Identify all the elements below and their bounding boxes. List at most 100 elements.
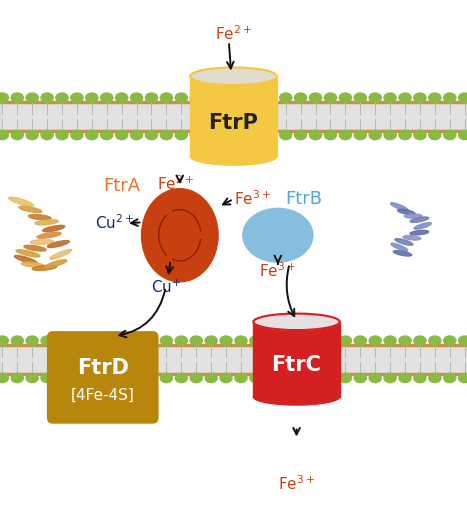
Ellipse shape xyxy=(410,231,429,235)
Bar xyxy=(0,345,467,374)
Ellipse shape xyxy=(310,93,322,102)
Text: FtrD: FtrD xyxy=(77,358,129,378)
Ellipse shape xyxy=(175,373,187,383)
Ellipse shape xyxy=(399,336,411,345)
Text: Cu$^{+}$: Cu$^{+}$ xyxy=(151,278,181,296)
Ellipse shape xyxy=(429,373,441,383)
Ellipse shape xyxy=(220,373,232,383)
Ellipse shape xyxy=(399,130,411,140)
Ellipse shape xyxy=(459,373,467,383)
Ellipse shape xyxy=(190,130,202,140)
Ellipse shape xyxy=(235,93,247,102)
Ellipse shape xyxy=(115,130,127,140)
Ellipse shape xyxy=(325,130,337,140)
Ellipse shape xyxy=(0,130,8,140)
Ellipse shape xyxy=(48,240,69,248)
Ellipse shape xyxy=(369,130,381,140)
Ellipse shape xyxy=(354,93,366,102)
Ellipse shape xyxy=(459,336,467,345)
Ellipse shape xyxy=(414,93,426,102)
Ellipse shape xyxy=(310,130,322,140)
Ellipse shape xyxy=(280,373,292,383)
Ellipse shape xyxy=(410,217,429,222)
Ellipse shape xyxy=(340,93,352,102)
Ellipse shape xyxy=(399,373,411,383)
Ellipse shape xyxy=(0,93,8,102)
Ellipse shape xyxy=(220,130,232,140)
Text: FtrC: FtrC xyxy=(272,355,321,375)
Ellipse shape xyxy=(265,336,277,345)
Ellipse shape xyxy=(444,93,456,102)
Ellipse shape xyxy=(354,130,366,140)
Text: [4Fe-4S]: [4Fe-4S] xyxy=(71,388,134,403)
Ellipse shape xyxy=(205,130,217,140)
Ellipse shape xyxy=(444,130,456,140)
Ellipse shape xyxy=(130,93,142,102)
Ellipse shape xyxy=(115,336,127,345)
Ellipse shape xyxy=(325,93,337,102)
Ellipse shape xyxy=(191,67,276,85)
Ellipse shape xyxy=(32,265,57,270)
Text: Fe$^{2+}$: Fe$^{2+}$ xyxy=(156,174,194,193)
Ellipse shape xyxy=(145,93,157,102)
Ellipse shape xyxy=(384,93,396,102)
Ellipse shape xyxy=(265,130,277,140)
Ellipse shape xyxy=(86,373,98,383)
Ellipse shape xyxy=(28,215,51,220)
Ellipse shape xyxy=(280,336,292,345)
Ellipse shape xyxy=(295,130,307,140)
Ellipse shape xyxy=(71,93,83,102)
Ellipse shape xyxy=(250,336,262,345)
Ellipse shape xyxy=(26,336,38,345)
Ellipse shape xyxy=(250,93,262,102)
Text: Fe$^{3+}$: Fe$^{3+}$ xyxy=(234,190,270,208)
Ellipse shape xyxy=(71,336,83,345)
Ellipse shape xyxy=(250,373,262,383)
Ellipse shape xyxy=(160,130,172,140)
Ellipse shape xyxy=(280,130,292,140)
Ellipse shape xyxy=(235,336,247,345)
Ellipse shape xyxy=(354,373,366,383)
Ellipse shape xyxy=(175,130,187,140)
Ellipse shape xyxy=(369,373,381,383)
Ellipse shape xyxy=(414,373,426,383)
Ellipse shape xyxy=(26,130,38,140)
Ellipse shape xyxy=(101,93,113,102)
Ellipse shape xyxy=(414,336,426,345)
Ellipse shape xyxy=(175,93,187,102)
Ellipse shape xyxy=(86,336,98,345)
Ellipse shape xyxy=(295,373,307,383)
Ellipse shape xyxy=(24,245,46,251)
Ellipse shape xyxy=(190,93,202,102)
Ellipse shape xyxy=(26,373,38,383)
Ellipse shape xyxy=(205,373,217,383)
Ellipse shape xyxy=(11,93,23,102)
Ellipse shape xyxy=(130,373,142,383)
Ellipse shape xyxy=(429,93,441,102)
Ellipse shape xyxy=(56,373,68,383)
Ellipse shape xyxy=(160,93,172,102)
Ellipse shape xyxy=(384,373,396,383)
Bar xyxy=(0,101,467,131)
Ellipse shape xyxy=(37,232,61,238)
Ellipse shape xyxy=(429,336,441,345)
Ellipse shape xyxy=(205,336,217,345)
Ellipse shape xyxy=(310,336,322,345)
Ellipse shape xyxy=(30,239,54,245)
Ellipse shape xyxy=(265,373,277,383)
Ellipse shape xyxy=(145,373,157,383)
Ellipse shape xyxy=(325,373,337,383)
Ellipse shape xyxy=(130,336,142,345)
Ellipse shape xyxy=(295,93,307,102)
Ellipse shape xyxy=(0,373,8,383)
Ellipse shape xyxy=(130,130,142,140)
Ellipse shape xyxy=(86,93,98,102)
Ellipse shape xyxy=(254,389,340,405)
Ellipse shape xyxy=(11,336,23,345)
Ellipse shape xyxy=(190,336,202,345)
Ellipse shape xyxy=(145,130,157,140)
Ellipse shape xyxy=(310,373,322,383)
Ellipse shape xyxy=(35,220,58,225)
Ellipse shape xyxy=(86,130,98,140)
Ellipse shape xyxy=(50,249,72,260)
